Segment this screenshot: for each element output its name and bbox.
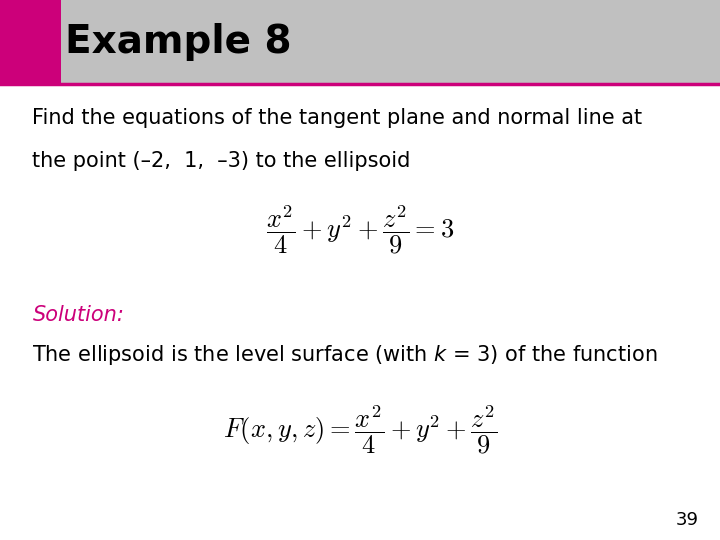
- Text: the point (–2,  1,  –3) to the ellipsoid: the point (–2, 1, –3) to the ellipsoid: [32, 151, 411, 171]
- Text: $F(x, y, z) = \dfrac{x^2}{4} + y^2 + \dfrac{z^2}{9}$: $F(x, y, z) = \dfrac{x^2}{4} + y^2 + \df…: [222, 403, 498, 456]
- FancyBboxPatch shape: [0, 0, 720, 84]
- Text: 39: 39: [675, 511, 698, 529]
- FancyBboxPatch shape: [0, 0, 61, 84]
- Text: Solution:: Solution:: [32, 305, 125, 325]
- Text: Example 8: Example 8: [65, 23, 292, 61]
- Text: Find the equations of the tangent plane and normal line at: Find the equations of the tangent plane …: [32, 108, 642, 128]
- Text: The ellipsoid is the level surface (with $k$ = 3) of the function: The ellipsoid is the level surface (with…: [32, 343, 658, 367]
- Text: $\dfrac{x^2}{4} + y^2 + \dfrac{z^2}{9} = 3$: $\dfrac{x^2}{4} + y^2 + \dfrac{z^2}{9} =…: [266, 203, 454, 256]
